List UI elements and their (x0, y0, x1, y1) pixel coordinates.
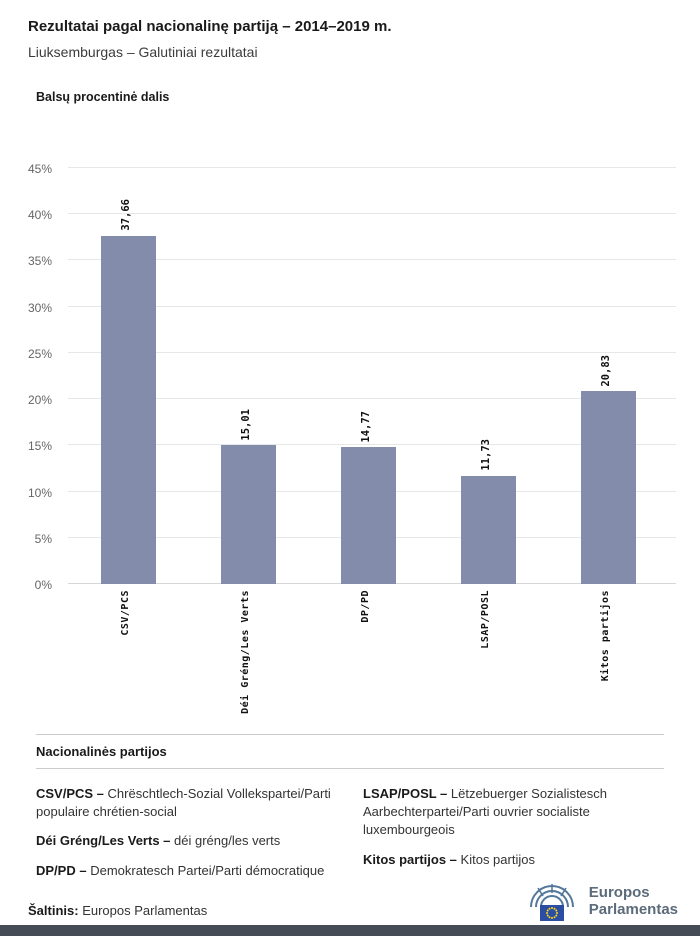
parties-column-right: LSAP/POSL – Lëtzebuerger Sozialistesch A… (363, 785, 664, 891)
x-axis-label: CSV/PCS (120, 590, 131, 636)
party-legend-item: CSV/PCS – Chrëschtlech-Sozial Vollekspar… (36, 785, 337, 821)
party-abbreviation: CSV/PCS – (36, 786, 104, 801)
party-full-name: Demokratesch Partei/Parti démocratique (90, 862, 325, 878)
party-full-name: Kitos partijos (460, 851, 535, 867)
party-legend-item: LSAP/POSL – Lëtzebuerger Sozialistesch A… (363, 785, 664, 840)
bar-value-label: 20,83 (600, 354, 612, 387)
logo-wordmark: Europos Parlamentas (589, 884, 678, 919)
y-tick-label: 0% (34, 578, 52, 592)
parties-heading: Nacionalinės partijos (36, 734, 664, 769)
gridline (68, 167, 676, 168)
european-parliament-logo: Europos Parlamentas (523, 880, 678, 922)
gridline (68, 398, 676, 400)
source-label: Šaltinis: (28, 903, 79, 918)
y-tick-label: 25% (27, 346, 52, 361)
bottom-bar (0, 925, 700, 936)
bar (100, 235, 156, 584)
gridline (68, 305, 676, 307)
y-tick-label: 35% (27, 254, 52, 269)
national-parties-section: Nacionalinės partijos CSV/PCS – Chrëscht… (36, 734, 664, 891)
party-legend-item: DP/PD – Demokratesch Partei/Parti démocr… (36, 862, 337, 880)
party-abbreviation: DP/PD – (36, 862, 87, 878)
party-legend-item: Déi Gréng/Les Verts – déi gréng/les vert… (36, 832, 337, 850)
party-abbreviation: Déi Gréng/Les Verts – (36, 833, 171, 849)
eu-flag-icon (539, 905, 564, 921)
x-axis-label: DP/PD (360, 590, 371, 623)
bar-value-label: 14,77 (360, 410, 372, 443)
gridline (68, 444, 676, 446)
y-tick-label: 20% (27, 393, 52, 408)
y-tick-label: 30% (27, 300, 52, 315)
y-tick-label: 5% (34, 531, 52, 546)
parties-column-left: CSV/PCS – Chrëschtlech-Sozial Vollekspar… (36, 785, 337, 891)
y-tick-label: 15% (27, 439, 52, 454)
bar-value-label: 15,01 (240, 408, 252, 441)
bar (580, 391, 636, 584)
parliament-hemicycle-icon (529, 884, 574, 921)
gridline (68, 259, 676, 261)
parties-columns: CSV/PCS – Chrëschtlech-Sozial Vollekspar… (36, 769, 664, 891)
bar (340, 447, 396, 584)
logo-line1: Europos (588, 883, 650, 901)
y-tick-label: 45% (27, 162, 52, 176)
page-subtitle: Liuksemburgas – Galutiniai rezultatai (28, 44, 258, 60)
logo-line2: Parlamentas (588, 901, 678, 918)
y-tick-label: 40% (27, 208, 52, 223)
bar (220, 445, 276, 584)
header: Rezultatai pagal nacionalinę partiją – 2… (0, 0, 700, 60)
chart-heading: Balsų procentinė dalis (36, 90, 170, 104)
x-axis-label: LSAP/POSL (480, 590, 491, 649)
x-axis-label: Kitos partijos (600, 590, 611, 682)
party-abbreviation: LSAP/POSL – (363, 786, 448, 801)
party-legend-item: Kitos partijos – Kitos partijos (363, 851, 664, 869)
x-axis-label: Déi Gréng/Les Verts (240, 590, 251, 714)
party-full-name: déi gréng/les verts (174, 833, 281, 849)
plot-area: 37,66 15,01 14,77 11,73 20,83 (68, 167, 676, 584)
y-axis: 0% 5% 10% 15% 20% 25% 30% 35% 40% 45% (0, 162, 60, 592)
y-tick-label: 10% (27, 485, 52, 500)
x-axis-labels: CSV/PCS Déi Gréng/Les Verts DP/PD LSAP/POSL… (68, 584, 668, 734)
source-value: Europos Parlamentas (82, 903, 208, 918)
source-note: Šaltinis: Europos Parlamentas (28, 903, 207, 918)
bar-value-label: 37,66 (120, 199, 132, 231)
party-full-name: Chrëschtlech-Sozial Vollekspartei/Parti … (36, 786, 331, 820)
page-title: Rezultatai pagal nacionalinę partiją – 2… (28, 18, 392, 35)
gridline (68, 351, 676, 353)
bar-chart: 0% 5% 10% 15% 20% 25% 30% 35% 40% 45% 37,66 15,01 1… (0, 122, 700, 734)
bar (460, 475, 516, 584)
bar-value-label: 11,73 (480, 438, 492, 471)
gridline (68, 213, 676, 215)
party-full-name: Lëtzebuerger Sozialistesch Aarbechterpar… (363, 786, 608, 838)
party-abbreviation: Kitos partijos – (363, 851, 457, 867)
